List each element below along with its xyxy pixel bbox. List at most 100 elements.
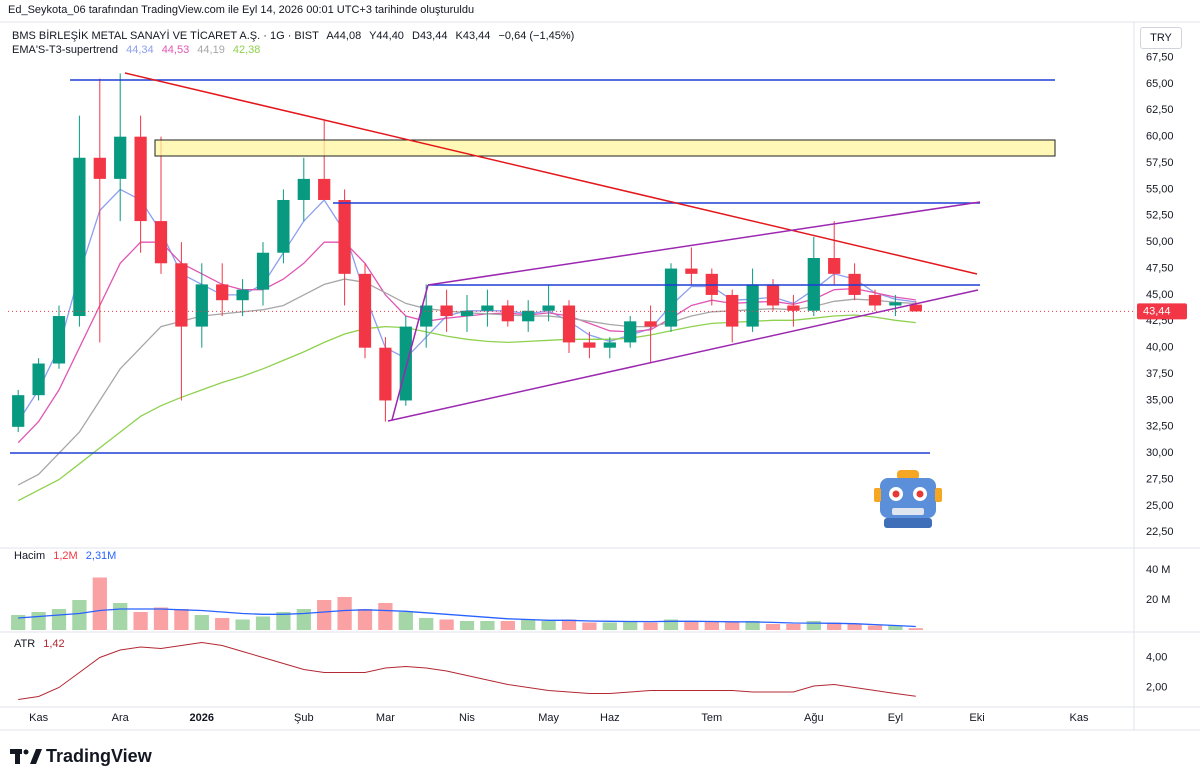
mascot-part [892, 508, 924, 515]
volume-bar [337, 597, 352, 630]
currency-button[interactable]: TRY [1140, 27, 1182, 49]
volume-bar [296, 609, 311, 630]
volume-bar [439, 619, 454, 630]
candle-body [154, 221, 168, 264]
y-tick-label: 40,00 [1146, 342, 1174, 354]
ema-line [17, 241, 916, 444]
x-tick-label: Mar [376, 712, 395, 724]
x-tick-label: Kas [29, 712, 48, 724]
logo-part [30, 749, 42, 764]
mascot-part [884, 518, 932, 528]
volume-bar [215, 618, 230, 630]
logo-part [23, 749, 29, 755]
x-tick-label: May [538, 712, 559, 724]
volume-bar [398, 612, 413, 630]
candle-body [420, 305, 433, 327]
x-tick-label: Nis [459, 712, 475, 724]
y-tick-label: 40 M [1146, 564, 1170, 576]
volume-bar [92, 577, 107, 630]
volume-bar [806, 621, 821, 630]
ohlc-change: −0,64 (−1,45%) [498, 30, 575, 42]
logo-part [15, 749, 20, 764]
volume-bar [561, 619, 577, 630]
drawings [10, 72, 1056, 454]
candle-body [73, 157, 86, 317]
atr-legend: ATR 1,42 [14, 638, 70, 650]
y-tick-label: 65,00 [1146, 78, 1174, 90]
trendline [427, 201, 981, 286]
symbol-legend: BMS BİRLEŞİK METAL SANAYİ VE TİCARET A.Ş… [12, 30, 579, 42]
mascot-part [916, 490, 924, 498]
candle-body [399, 326, 412, 401]
symbol: BMS BİRLEŞİK METAL SANAYİ VE TİCARET A.Ş… [12, 30, 319, 42]
candle-body [236, 289, 249, 301]
candle-body [868, 294, 882, 306]
y-tick-label: 27,50 [1146, 473, 1174, 485]
candle-body [297, 178, 310, 200]
candle-body [52, 316, 66, 364]
y-tick-label: 37,50 [1146, 368, 1174, 380]
volume-bar [378, 603, 393, 630]
mascot-part [897, 470, 919, 480]
candle-body [338, 199, 351, 274]
mascot-part [935, 488, 942, 502]
volume-bar [255, 616, 271, 630]
x-tick-label: Ara [112, 712, 130, 724]
attribution-text: Ed_Seykota_06 tarafından TradingView.com… [8, 4, 475, 16]
y-tick-label: 62,50 [1146, 104, 1174, 116]
pane-title: ATR [14, 638, 36, 650]
candle-body [766, 284, 780, 306]
indicator-legend: EMA'S-T3-supertrend 44,34 44,53 44,19 42… [12, 44, 265, 56]
volume-bar [684, 621, 699, 630]
volume-bar [153, 607, 169, 630]
y-tick-label: 20 M [1146, 594, 1170, 606]
volume-bar [725, 622, 740, 630]
candle-body [318, 178, 331, 200]
candle-body [195, 284, 208, 327]
candle-body [175, 263, 188, 327]
volume-bar [72, 600, 87, 630]
y-tick-label: 67,50 [1146, 51, 1174, 63]
candle-body [889, 302, 902, 306]
plot-area [8, 73, 1134, 700]
candle-body [664, 268, 678, 327]
y-tick-label: 50,00 [1146, 236, 1174, 248]
volume-ma-value: 2,31M [85, 550, 117, 562]
last-price-tag [1137, 303, 1187, 320]
volume-bar [602, 622, 617, 630]
mascot [874, 470, 942, 528]
x-tick-label: Eki [969, 712, 984, 724]
y-tick-label: 30,00 [1146, 447, 1174, 459]
attribution: Ed_Seykota_06 tarafından TradingView.com… [8, 4, 479, 16]
volume-bar [31, 612, 46, 630]
y-tick-label: 2,00 [1146, 681, 1167, 693]
candle-body [787, 305, 800, 311]
candle-body [583, 342, 596, 348]
y-tick-label: 32,50 [1146, 421, 1174, 433]
mascot-part [892, 490, 900, 498]
indicator-value: 44,53 [161, 44, 190, 56]
volume-bar [643, 622, 658, 630]
candle-body [216, 284, 229, 301]
candle-body [542, 305, 555, 311]
volume-bar [582, 622, 597, 630]
y-tick-label: 35,00 [1146, 394, 1174, 406]
y-tick-label: 22,50 [1146, 526, 1174, 538]
candle-body [909, 304, 922, 312]
indicator-value: 44,19 [197, 44, 225, 56]
brand-logo [10, 749, 42, 764]
candle-body [93, 157, 106, 179]
y-tick-label: 4,00 [1146, 651, 1167, 663]
x-tick-label: Eyl [888, 712, 903, 724]
candle-body [603, 342, 616, 348]
ohlc-value: K43,44 [455, 30, 491, 42]
volume-bar [827, 622, 842, 630]
volume-bar [786, 624, 801, 630]
candle-body [828, 258, 841, 274]
volume-bar [11, 615, 26, 630]
atr-value: 1,42 [43, 638, 65, 650]
candle-body [726, 294, 739, 327]
ohlc-value: A44,08 [326, 30, 362, 42]
